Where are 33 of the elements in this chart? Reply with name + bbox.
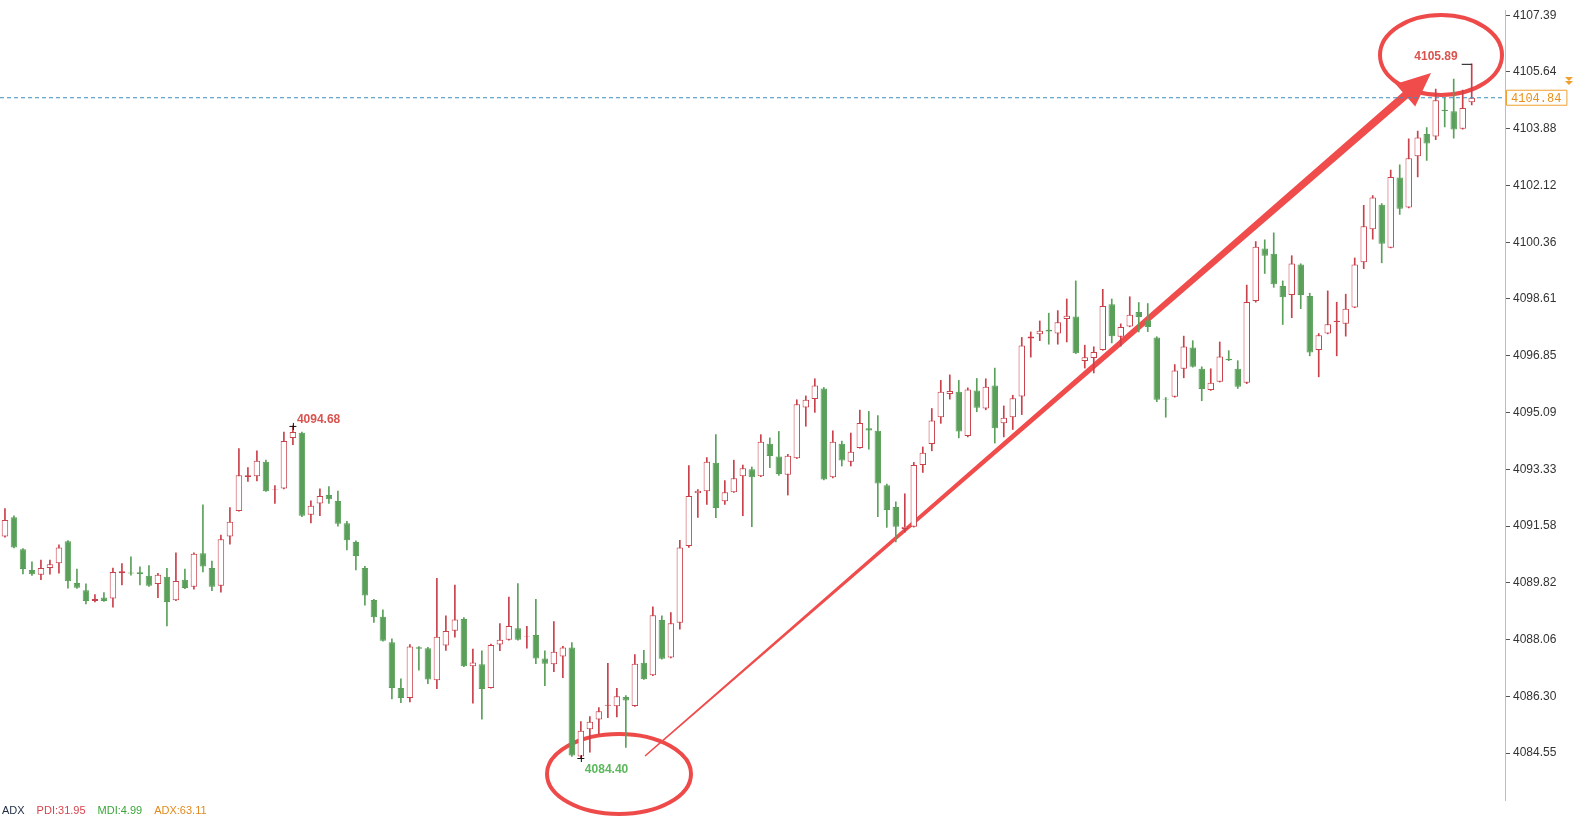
ref-line-label: 4104.84 [1511,91,1562,106]
candlestick [1468,63,1475,106]
y-tick-label: 4091.58 [1513,518,1557,533]
candlestick [1279,280,1286,325]
candlestick [1144,303,1151,332]
y-tick-label: 4089.82 [1513,575,1557,590]
candlestick [496,623,504,652]
candlestick [91,594,99,603]
annotation: 4094.68 [296,412,341,427]
y-tick-label: 4098.61 [1513,291,1557,306]
y-tick-label: 4102.12 [1513,177,1557,192]
y-tick-label: 4086.30 [1513,688,1557,703]
candlestick [73,568,81,589]
y-tick-label: 4105.64 [1513,64,1557,79]
candlestick [451,584,459,638]
text: ADX PDI:31.95 MDI:4.99 ADX:63.11 [2,804,207,816]
candlestick [469,648,477,704]
candlestick [1081,344,1089,369]
candlestick [622,695,630,748]
candlestick [1324,290,1331,335]
y-tick-label: 4084.55 [1513,745,1557,760]
candlestick [514,583,522,641]
y-tick-label: 4100.36 [1513,234,1557,249]
annotation: 4084.40 [584,762,629,777]
y-tick-label: 4096.85 [1513,348,1557,363]
candlestick [802,395,810,427]
y-tick-label: 4095.09 [1513,405,1557,419]
candlestick [946,374,954,400]
annotation: 4105.89 [1414,49,1459,64]
y-tick-label: 4088.06 [1513,632,1557,647]
y-tick-label: 4103.88 [1513,121,1557,136]
y-tick-label: 4107.39 [1513,7,1557,22]
y-tick-label: 4093.33 [1513,461,1557,476]
